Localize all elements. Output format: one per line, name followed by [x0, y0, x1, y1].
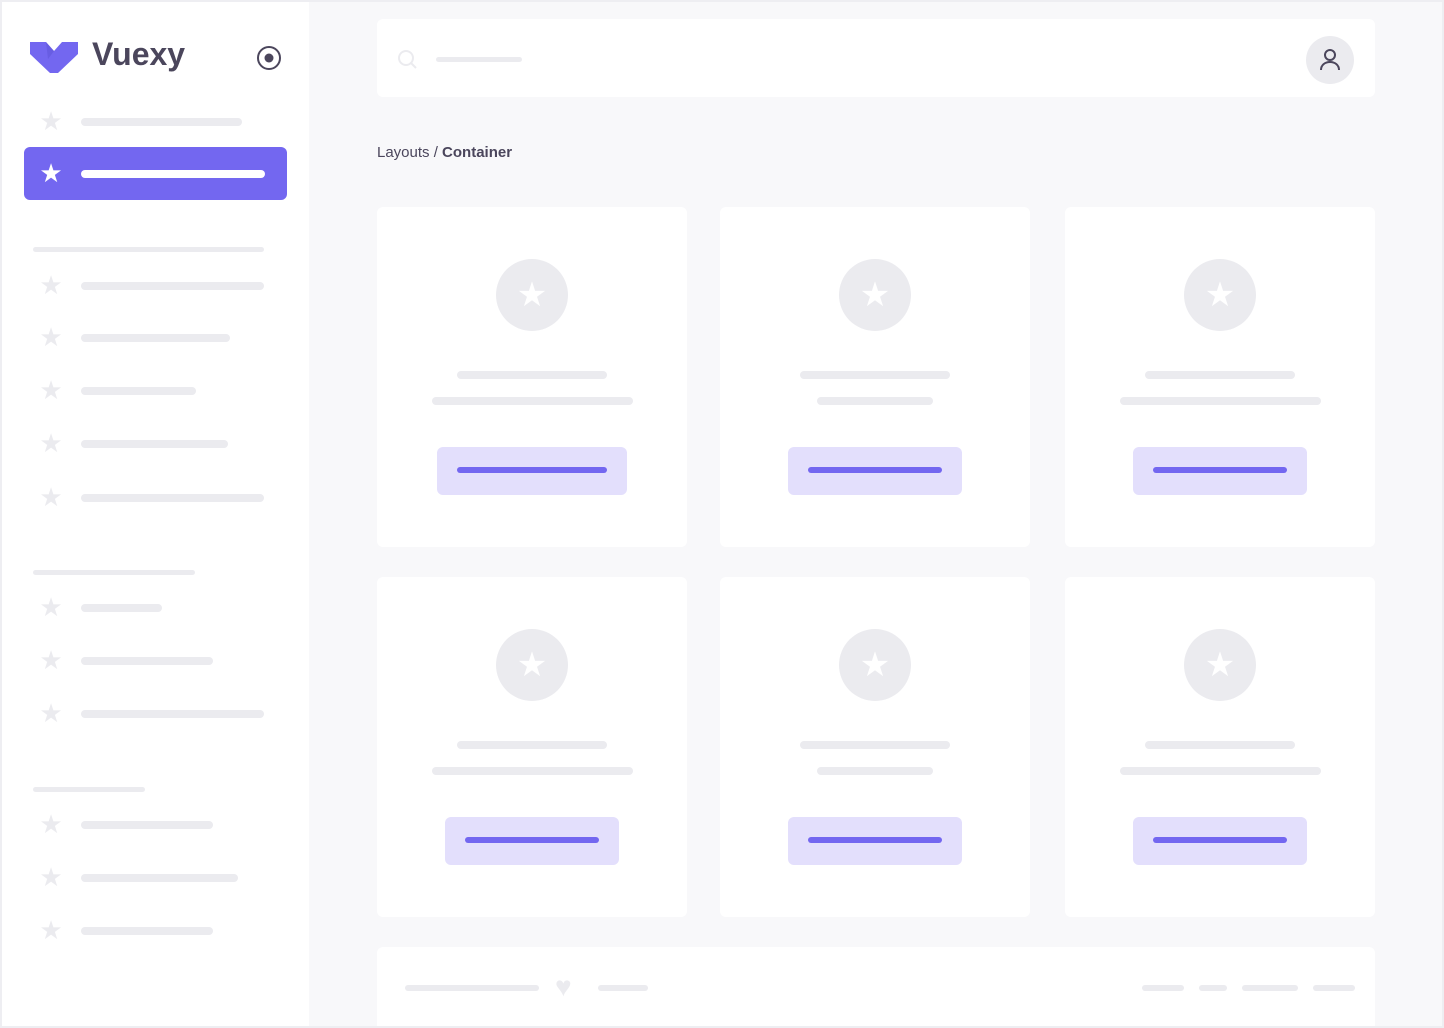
card-button[interactable] [788, 447, 962, 495]
card-button-label [808, 837, 942, 843]
card-button[interactable] [1133, 817, 1307, 865]
star-icon: ★ [39, 698, 63, 728]
card-button-label [465, 837, 599, 843]
star-icon: ★ [39, 428, 63, 458]
sidebar-item-label [81, 494, 264, 502]
star-icon: ★ [39, 862, 63, 892]
star-icon: ★ [39, 592, 63, 622]
sidebar-item-label [81, 387, 196, 395]
star-icon: ★ [496, 259, 568, 331]
star-icon: ★ [39, 809, 63, 839]
search-input[interactable] [436, 57, 522, 62]
star-icon: ★ [39, 645, 63, 675]
star-icon: ★ [39, 322, 63, 352]
card-title [800, 741, 950, 749]
sidebar-item[interactable]: ★ [24, 914, 287, 948]
sidebar-item-active[interactable]: ★ [24, 147, 287, 200]
sidebar-item[interactable]: ★ [24, 374, 287, 408]
star-icon: ★ [39, 158, 63, 188]
footer-link[interactable] [1142, 985, 1184, 991]
heart-icon: ♥ [555, 971, 572, 1002]
card: ★ [377, 207, 687, 547]
sidebar-item[interactable]: ★ [24, 591, 287, 625]
card: ★ [1065, 207, 1375, 547]
star-icon: ★ [839, 259, 911, 331]
brand-name: Vuexy [92, 36, 186, 72]
card: ★ [720, 577, 1030, 917]
sidebar-item-label [81, 710, 264, 718]
sidebar-item-label [81, 118, 242, 126]
card-button[interactable] [1133, 447, 1307, 495]
card-button-label [808, 467, 942, 473]
breadcrumb-current: Container [442, 144, 513, 161]
star-icon: ★ [39, 106, 63, 136]
star-icon: ★ [1184, 629, 1256, 701]
radio-circle-icon[interactable] [256, 45, 282, 71]
sidebar-section-header [33, 787, 145, 792]
sidebar-item-label [81, 927, 213, 935]
card-title [457, 741, 607, 749]
card-button-label [1153, 467, 1287, 473]
card-button-label [1153, 837, 1287, 843]
footer-link[interactable] [1199, 985, 1227, 991]
card-text [817, 397, 933, 405]
footer-link[interactable] [1242, 985, 1298, 991]
card-text [432, 397, 633, 405]
sidebar-item-label [81, 821, 213, 829]
sidebar-item-label [81, 874, 238, 882]
sidebar-item[interactable]: ★ [24, 861, 287, 895]
sidebar-item-label [81, 440, 228, 448]
sidebar-item-label [81, 657, 213, 665]
footer-link[interactable] [1313, 985, 1355, 991]
star-icon: ★ [1184, 259, 1256, 331]
sidebar-item-label [81, 334, 230, 342]
sidebar-item-label [81, 282, 264, 290]
card-button[interactable] [437, 447, 627, 495]
card-button[interactable] [445, 817, 619, 865]
card: ★ [720, 207, 1030, 547]
star-icon: ★ [39, 375, 63, 405]
sidebar-section-header [33, 570, 195, 575]
sidebar-item-label [81, 604, 162, 612]
sidebar-item[interactable]: ★ [24, 644, 287, 678]
card: ★ [377, 577, 687, 917]
star-icon: ★ [39, 270, 63, 300]
footer-text [598, 985, 648, 991]
sidebar-item[interactable]: ★ [24, 808, 287, 842]
breadcrumb-parent[interactable]: Layouts / [377, 144, 438, 161]
sidebar-item[interactable]: ★ [24, 427, 287, 461]
sidebar-item[interactable]: ★ [24, 481, 287, 515]
star-icon: ★ [39, 915, 63, 945]
card-button-label [457, 467, 607, 473]
breadcrumb: Layouts / Container [377, 144, 512, 161]
card-text [1120, 767, 1321, 775]
footer: ♥ [377, 947, 1375, 1026]
card-title [1145, 741, 1295, 749]
card-button[interactable] [788, 817, 962, 865]
vuexy-logo-icon [30, 42, 78, 73]
search-icon[interactable] [397, 49, 419, 71]
avatar[interactable] [1306, 36, 1354, 84]
user-icon [1320, 49, 1340, 71]
sidebar-item[interactable]: ★ [24, 269, 287, 303]
top-navbar [377, 19, 1375, 97]
card-title [800, 371, 950, 379]
sidebar-item[interactable]: ★ [24, 105, 287, 139]
star-icon: ★ [39, 482, 63, 512]
card: ★ [1065, 577, 1375, 917]
sidebar: Vuexy ★ ★ ★ ★ ★ ★ ★ ★ ★ ★ ★ ★ ★ [2, 2, 309, 1026]
sidebar-section-header [33, 247, 264, 252]
sidebar-item[interactable]: ★ [24, 697, 287, 731]
star-icon: ★ [839, 629, 911, 701]
card-title [457, 371, 607, 379]
star-icon: ★ [496, 629, 568, 701]
card-text [817, 767, 933, 775]
card-text [432, 767, 633, 775]
card-title [1145, 371, 1295, 379]
card-text [1120, 397, 1321, 405]
sidebar-item-label [81, 170, 265, 178]
footer-text [405, 985, 539, 991]
sidebar-item[interactable]: ★ [24, 321, 287, 355]
